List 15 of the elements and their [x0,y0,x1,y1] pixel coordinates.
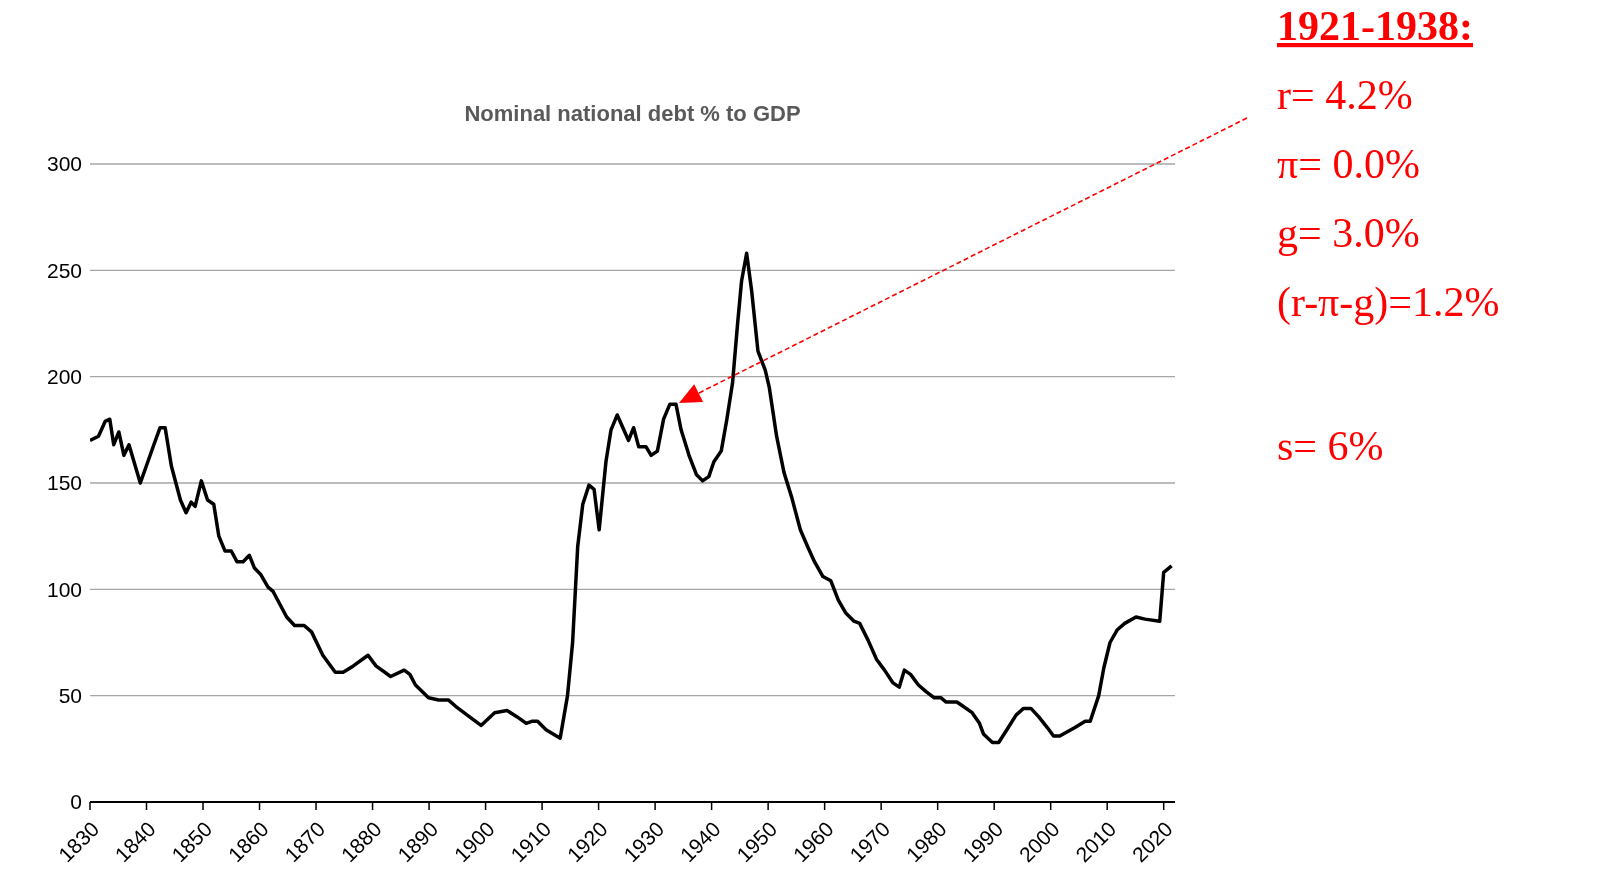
y-tick-label: 200 [46,365,82,389]
y-tick-label: 100 [46,577,82,601]
text: 1921-1938: [1277,3,1473,49]
text: r= 4.2% [1277,72,1413,118]
text: π= 0.0% [1277,141,1420,187]
text: (r-π-g)=1.2% [1277,279,1500,326]
y-tick-label: 300 [46,152,82,176]
y-tick-label: 50 [58,684,82,708]
y-tick-label: 150 [46,471,82,495]
text: s= 6% [1277,423,1384,469]
chart-title: Nominal national debt % to GDP [464,101,801,126]
text: g= 3.0% [1277,210,1420,256]
y-tick-label: 0 [70,790,82,814]
line-series [90,251,1174,745]
y-tick-label: 250 [46,258,82,282]
